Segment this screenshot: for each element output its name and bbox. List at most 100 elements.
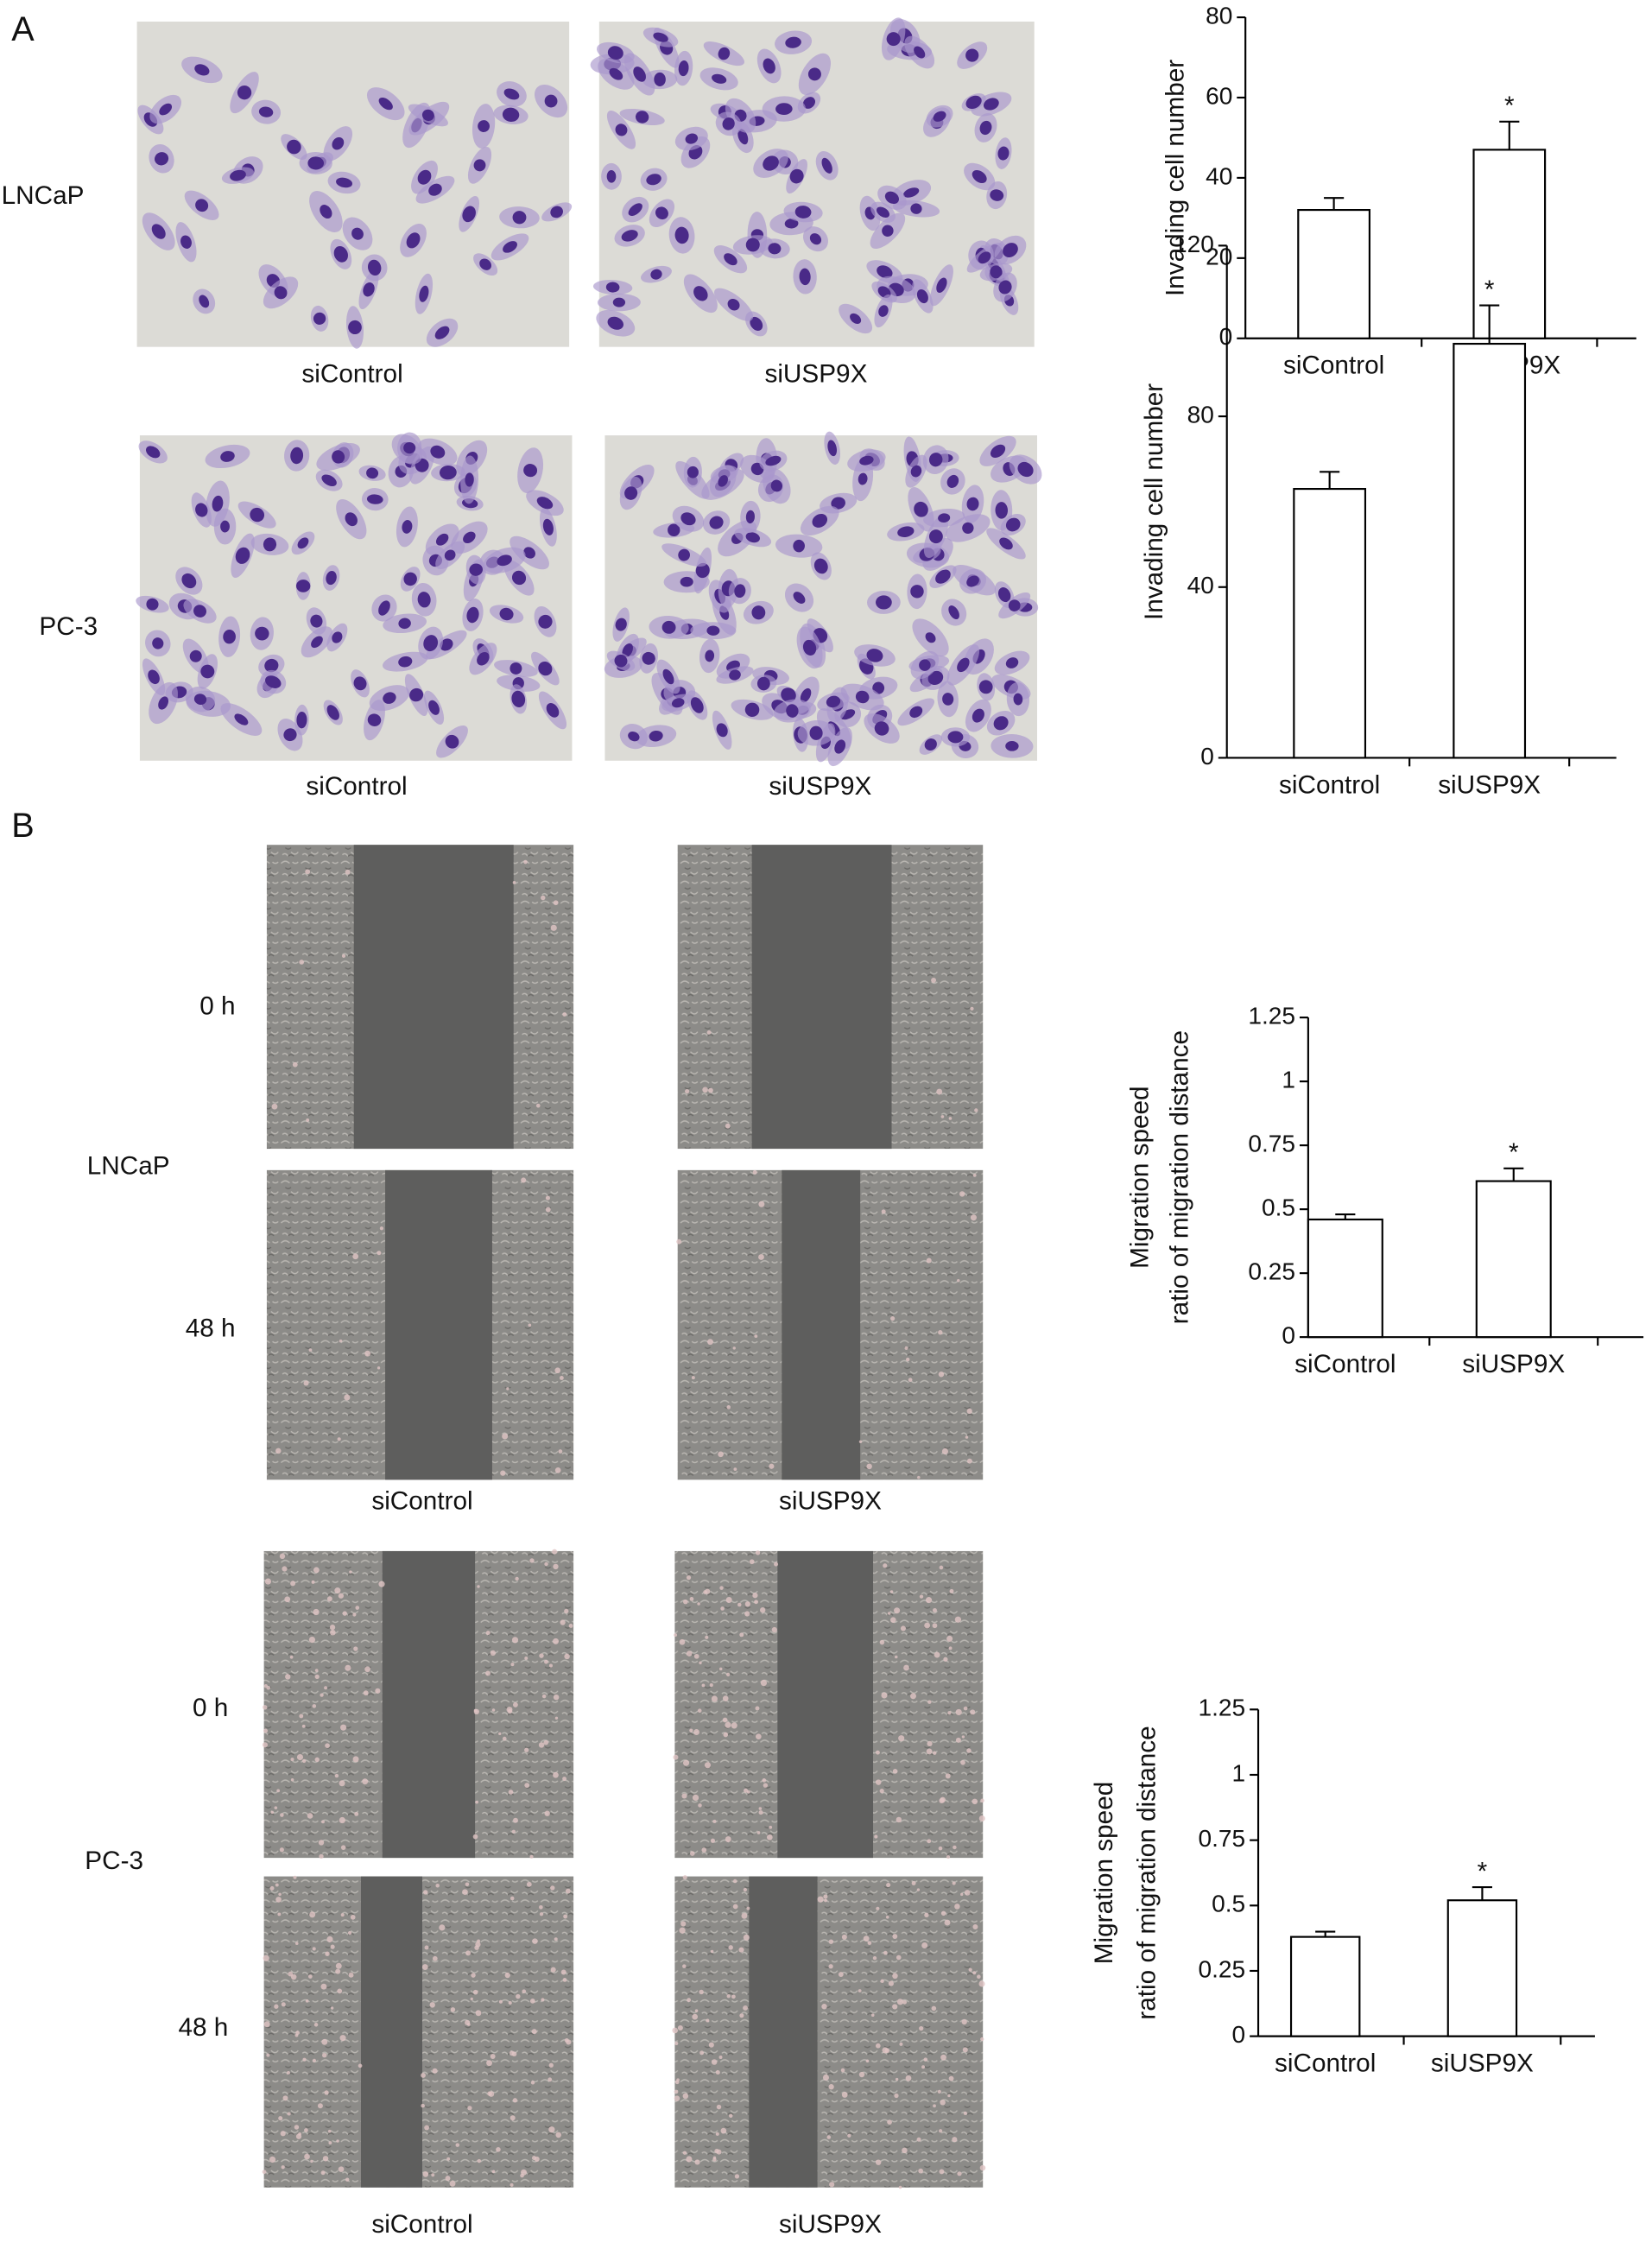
cell-nucleus — [807, 67, 821, 81]
micrograph — [262, 1875, 574, 2188]
cell-dot — [555, 2132, 562, 2138]
cell-nucleus — [897, 526, 915, 537]
cell-dot — [530, 2081, 535, 2085]
cell-dot — [263, 1728, 269, 1733]
cell-dot — [960, 1892, 964, 1897]
cell-dot — [894, 1607, 901, 1614]
cell-dot — [353, 1646, 358, 1651]
cell-nucleus — [993, 716, 1009, 731]
cell-dot — [698, 1803, 702, 1808]
cell-dot — [697, 1708, 702, 1713]
cell-dot — [284, 1596, 291, 1603]
label: siUSP9X — [769, 772, 871, 801]
x-tick-label: siControl — [1275, 2049, 1376, 2078]
cell-dot — [564, 1653, 570, 1660]
cell-nucleus — [642, 651, 655, 665]
cell-dot — [262, 2170, 267, 2175]
cell-dot — [725, 1836, 731, 1842]
cell-nucleus — [463, 531, 476, 544]
cell-nucleus — [321, 474, 337, 486]
bar — [1307, 1218, 1383, 1339]
cell-dot — [704, 1762, 712, 1769]
scratch-gap — [749, 1876, 818, 2188]
cell-dot — [277, 1912, 282, 1916]
cell-nucleus — [258, 106, 274, 117]
label: siUSP9X — [779, 1487, 882, 1516]
cell-dot — [918, 2168, 923, 2174]
cell-dot — [677, 2024, 683, 2031]
cell-nucleus — [606, 169, 617, 183]
y-tick-label: 0 — [1282, 1322, 1295, 1349]
cell-dot — [744, 1788, 749, 1793]
cell-nucleus — [916, 288, 928, 304]
cell-dot — [264, 1578, 272, 1585]
cell-dot — [563, 1914, 568, 1919]
cell-dot — [953, 1845, 957, 1850]
cell-dot — [905, 2075, 912, 2081]
cell-dot — [771, 1626, 777, 1633]
cell-dot — [959, 1191, 965, 1197]
cell-dot — [865, 2059, 870, 2063]
cell-nucleus — [763, 58, 775, 74]
cell-dot — [841, 2092, 848, 2098]
cell-dot — [689, 1851, 695, 1856]
cell-dot — [881, 1692, 888, 1699]
cell-nucleus — [834, 739, 846, 754]
cell-dot — [282, 1566, 288, 1572]
cell-dot — [944, 1919, 951, 1926]
cell-dot — [758, 1201, 765, 1207]
cell-dot — [966, 1748, 972, 1753]
cell-nucleus — [195, 199, 209, 212]
cell-dot — [691, 1376, 695, 1380]
cell-dot — [683, 1599, 688, 1605]
cell-dot — [568, 1624, 573, 1628]
cell-dot — [817, 1896, 824, 1903]
cell-dot — [263, 2021, 270, 2028]
cell-dot — [725, 1721, 731, 1728]
cell-dot — [544, 1562, 548, 1567]
cell-dot — [269, 1885, 275, 1891]
cell-dot — [327, 2129, 332, 2133]
cell-dot — [421, 2103, 425, 2108]
cell-dot — [709, 1683, 713, 1688]
cell-nucleus — [469, 563, 483, 576]
cell-dot — [378, 1581, 385, 1587]
cell-nucleus — [1005, 657, 1019, 668]
y-tick-label: 0.75 — [1248, 1131, 1295, 1157]
cell-dot — [681, 1793, 687, 1799]
cell-nucleus — [478, 120, 490, 133]
cell-dot — [902, 2147, 908, 2154]
cell-nucleus — [855, 690, 870, 704]
cell-dot — [739, 1632, 744, 1638]
cell-dot — [322, 2052, 327, 2058]
cell-nucleus — [511, 690, 526, 708]
cell-dot — [725, 1123, 731, 1129]
cell-dot — [511, 1829, 516, 1834]
cell-dot — [945, 1773, 951, 1779]
cell-nucleus — [635, 111, 649, 124]
image-bg — [674, 1876, 984, 2188]
cell-dot — [539, 1904, 543, 1910]
cell-nucleus — [680, 512, 696, 526]
cell-nucleus — [878, 305, 889, 317]
cell-dot — [325, 1951, 330, 1956]
cell-dot — [947, 1711, 952, 1715]
cell-dot — [485, 1631, 491, 1636]
cell-nucleus — [965, 95, 982, 110]
cell-nucleus — [417, 592, 431, 608]
cell-dot — [955, 1708, 962, 1716]
cell-dot — [465, 2019, 471, 2026]
cell-dot — [317, 2103, 323, 2109]
cell-dot — [347, 1930, 352, 1935]
cell-dot — [895, 2077, 899, 2081]
cell-nucleus — [326, 705, 339, 720]
cell-dot — [566, 2039, 572, 2045]
cell-dot — [940, 2054, 946, 2061]
cell-nucleus — [263, 537, 277, 552]
y-tick-label: 120 — [1174, 231, 1214, 257]
cell-nucleus — [785, 36, 801, 48]
scratch-gap — [782, 1169, 861, 1480]
cell-dot — [672, 2027, 678, 2034]
cell-dot — [955, 1737, 961, 1743]
cell-dot — [500, 1470, 506, 1476]
